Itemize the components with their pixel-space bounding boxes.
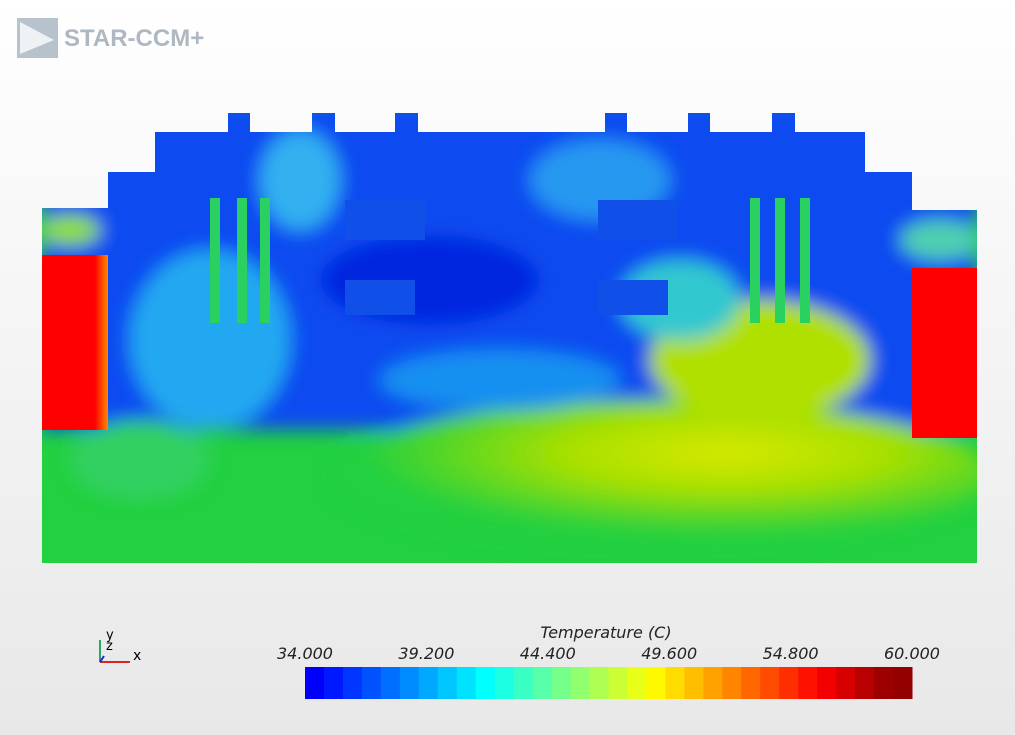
contour-field — [42, 113, 977, 563]
colorbar-tick-label: 44.400 — [520, 644, 576, 663]
logo: STAR-CCM+ — [17, 18, 204, 58]
colorbar-segment — [570, 667, 591, 699]
colorbar-segment — [589, 667, 609, 699]
colorbar-tick-label: 39.200 — [398, 644, 454, 663]
colorbar-segment — [760, 667, 780, 699]
colorbar-segment — [703, 667, 723, 699]
colorbar-segment — [855, 667, 875, 699]
colorbar-tick-label: 54.800 — [763, 644, 819, 663]
colorbar-tick-label: 34.000 — [277, 644, 333, 663]
colorbar-segment — [665, 667, 685, 699]
colorbar-segment — [798, 667, 818, 699]
colorbar-segment — [627, 667, 647, 699]
colorbar-segment — [399, 667, 420, 699]
triad-z: z — [106, 639, 113, 654]
colorbar-tick-label: 49.600 — [641, 644, 697, 663]
colorbar-segment — [342, 667, 363, 699]
colorbar-segment — [741, 667, 761, 699]
colorbar-segment — [722, 667, 742, 699]
colorbar-segment — [418, 667, 439, 699]
colorbar-segment — [513, 667, 534, 699]
colorbar-segment — [893, 667, 913, 699]
colorbar-segment — [532, 667, 553, 699]
colorbar-segment — [874, 667, 894, 699]
colorbar-segment — [779, 667, 799, 699]
colorbar-segment — [305, 667, 325, 699]
colorbar-tick-label: 60.000 — [884, 644, 940, 663]
axis-triad: y z x — [99, 628, 141, 664]
colorbar-segment — [836, 667, 856, 699]
colorbar-title: Temperature (C) — [540, 623, 671, 642]
colorbar-segment — [437, 667, 458, 699]
colorbar-segment — [494, 667, 515, 699]
colorbar-segment — [684, 667, 704, 699]
triad-x: x — [133, 648, 141, 664]
colorbar-segment — [475, 667, 496, 699]
colorbar-segment — [646, 667, 666, 699]
logo-text: STAR-CCM+ — [64, 25, 204, 52]
colorbar-segment — [551, 667, 572, 699]
colorbar-segment — [323, 667, 344, 699]
colorbar-segment — [608, 667, 628, 699]
colorbar-segment — [361, 667, 382, 699]
triad-y: y — [106, 628, 114, 643]
colorbar-segment — [380, 667, 401, 699]
colorbar-segment — [817, 667, 837, 699]
colorbar — [305, 667, 913, 699]
colorbar-segment — [456, 667, 477, 699]
